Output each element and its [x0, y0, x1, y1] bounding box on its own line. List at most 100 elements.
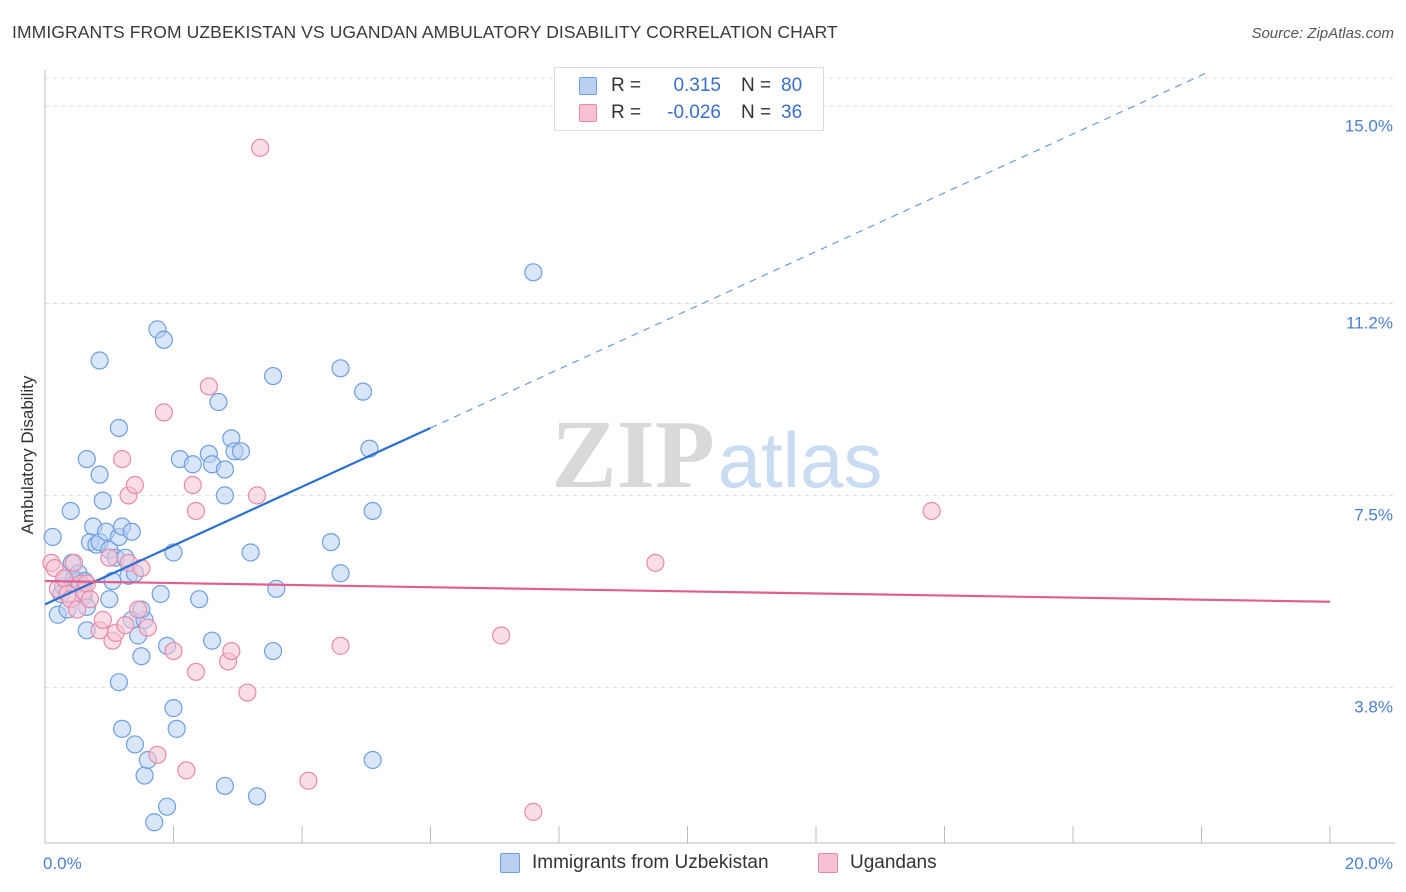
uzbekistan-point — [93, 491, 112, 510]
uzbekistan-point — [215, 486, 234, 505]
ugandans-swatch — [579, 104, 597, 122]
ugandans-point — [64, 553, 84, 572]
ugandans-point — [186, 501, 206, 521]
trend-lines — [44, 72, 1331, 606]
chart-source: Source: ZipAtlas.com — [1251, 25, 1394, 42]
stats-legend: R = 0.315 N = 80 R = -0.026 N = 36 — [554, 67, 824, 131]
uzbekistan-point — [202, 631, 222, 650]
uzbekistan-point — [90, 351, 109, 370]
ugandans-point — [177, 761, 196, 780]
tick-labels: 15.0% 11.2% 7.5% 3.8% 0.0% 20.0% — [43, 116, 1393, 873]
ugandans-point — [154, 403, 173, 422]
uzbekistan-point — [90, 465, 109, 484]
legend-label-uzbekistan: Immigrants from Uzbekistan — [532, 852, 769, 873]
y-tick-label: 11.2% — [1346, 313, 1393, 332]
uzbekistan-point — [190, 590, 209, 609]
uzbekistan-point — [263, 641, 283, 661]
uzbekistan-point — [164, 699, 183, 718]
uzbekistan-point — [132, 647, 151, 666]
r-label: R = — [611, 75, 642, 96]
ugandans-point — [331, 636, 350, 655]
uzbekistan-point — [122, 522, 141, 541]
uzbekistan-point — [321, 533, 341, 552]
series-points-0 — [43, 263, 543, 832]
y-tick-label: 15.0% — [1345, 116, 1393, 135]
ugandans-point — [112, 449, 132, 469]
trend-line-1 — [44, 579, 1331, 603]
uzbekistan-point — [353, 382, 373, 401]
uzbekistan-point — [109, 418, 128, 438]
uzbekistan-point — [61, 501, 80, 521]
ugandans-point — [116, 616, 135, 635]
r-label: R = — [611, 102, 642, 123]
watermark-zip: ZIP — [551, 401, 714, 509]
n-value: 36 — [781, 102, 803, 123]
uzbekistan-point — [100, 590, 119, 609]
ugandans-point — [80, 590, 100, 609]
ugandans-point — [299, 771, 318, 790]
uzbekistan-point — [215, 460, 234, 479]
grid-lines — [45, 77, 1395, 688]
uzbekistan-point — [154, 330, 173, 349]
ugandans-point — [492, 626, 511, 645]
uzbekistan-point — [263, 366, 283, 386]
y-tick-label: 7.5% — [1354, 505, 1393, 524]
chart-title: IMMIGRANTS FROM UZBEKISTAN VS UGANDAN AM… — [12, 22, 838, 42]
ugandans-point — [55, 569, 74, 588]
uzbekistan-point — [183, 455, 202, 474]
uzbekistan-swatch — [579, 77, 597, 95]
n-label: N = — [741, 102, 772, 123]
legend-swatch-ugandans — [818, 853, 838, 873]
ugandans-point — [186, 662, 206, 681]
uzbekistan-point — [135, 766, 154, 785]
uzbekistan-point — [43, 527, 62, 547]
uzbekistan-point — [231, 442, 251, 461]
n-value: 80 — [781, 75, 803, 96]
uzbekistan-point — [77, 449, 96, 469]
uzbekistan-point — [331, 359, 350, 378]
ugandans-point — [164, 641, 183, 661]
ugandans-point — [238, 683, 257, 702]
n-label: N = — [741, 75, 772, 96]
y-tick-label: 3.8% — [1354, 697, 1393, 716]
uzbekistan-point — [215, 776, 234, 796]
uzbekistan-point — [524, 263, 543, 282]
ugandans-point — [148, 745, 167, 764]
uzbekistan-point — [167, 719, 186, 738]
ugandans-point — [125, 475, 145, 495]
legend-label-ugandans: Ugandans — [850, 852, 937, 873]
uzbekistan-point — [247, 787, 267, 806]
data-points — [42, 138, 941, 832]
watermark-atlas: atlas — [718, 416, 883, 504]
uzbekistan-point — [360, 439, 379, 458]
uzbekistan-point — [363, 501, 382, 521]
uzbekistan-point — [109, 673, 128, 692]
x-tick-label-right: 20.0% — [1345, 854, 1393, 873]
ugandans-point — [129, 600, 148, 619]
ugandans-point — [922, 501, 941, 521]
legend-item-uzbekistan[interactable]: Immigrants from Uzbekistan — [500, 852, 769, 874]
uzbekistan-point — [145, 813, 164, 832]
ugandans-point — [199, 377, 218, 396]
legend-item-ugandans[interactable]: Ugandans — [818, 852, 937, 874]
stats-row-uzbekistan: R = 0.315 N = 80 — [579, 73, 802, 99]
legend-swatch-uzbekistan — [500, 853, 520, 873]
uzbekistan-point — [241, 543, 260, 562]
ugandans-point — [183, 475, 202, 495]
ugandans-point — [68, 600, 87, 619]
uzbekistan-point — [267, 579, 286, 598]
ugandans-point — [222, 641, 241, 661]
uzbekistan-point — [125, 735, 145, 754]
ugandans-point — [93, 610, 112, 630]
ugandans-point — [100, 548, 119, 567]
ugandans-point — [138, 618, 157, 637]
watermark: ZIP atlas — [551, 401, 882, 509]
trend-line-0 — [44, 426, 431, 606]
ugandans-point — [247, 486, 267, 505]
uzbekistan-point — [157, 797, 177, 816]
series-points-1 — [42, 138, 941, 821]
axes — [44, 70, 1395, 844]
x-tick-label-left: 0.0% — [43, 854, 82, 873]
series-legend: Immigrants from Uzbekistan Ugandans — [0, 850, 1406, 880]
